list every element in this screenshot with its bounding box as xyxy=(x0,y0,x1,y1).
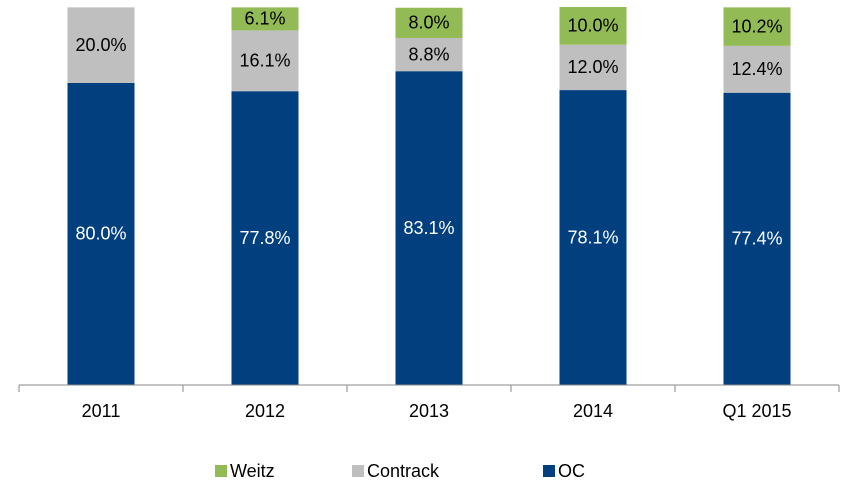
legend-label: Weitz xyxy=(230,461,275,481)
x-tick-label: 2012 xyxy=(245,401,285,421)
data-label: 83.1% xyxy=(403,218,454,238)
bar-segment xyxy=(723,45,791,93)
data-label: 6.1% xyxy=(244,9,285,29)
bar-segment xyxy=(395,37,463,72)
legend-swatch xyxy=(352,465,364,477)
bar-segment xyxy=(231,30,299,92)
bar-segment xyxy=(395,71,463,385)
data-label: 10.0% xyxy=(567,16,618,36)
data-label: 16.1% xyxy=(239,51,290,71)
bar-segment xyxy=(67,7,135,83)
bar-segment xyxy=(231,91,299,386)
bar-segment xyxy=(723,7,791,46)
x-tick-label: 2013 xyxy=(409,401,449,421)
legend-label: OC xyxy=(558,461,585,481)
bar-segment xyxy=(559,44,627,91)
x-tick-label: 2014 xyxy=(573,401,613,421)
data-label: 12.4% xyxy=(731,59,782,79)
data-label: 10.2% xyxy=(731,16,782,36)
legend-swatch xyxy=(543,465,555,477)
legend-swatch xyxy=(215,465,227,477)
data-label: 8.0% xyxy=(408,13,449,33)
bar-segment xyxy=(67,82,135,385)
bar-segment xyxy=(231,7,299,31)
data-label: 8.8% xyxy=(408,44,449,64)
legend-label: Contrack xyxy=(367,461,440,481)
x-tick-label: Q1 2015 xyxy=(722,401,791,421)
bar-segment xyxy=(559,90,627,386)
bar-segment xyxy=(395,7,463,38)
bar-segment xyxy=(559,7,627,45)
bar-segment xyxy=(723,92,791,386)
data-label: 78.1% xyxy=(567,227,618,247)
x-tick-label: 2011 xyxy=(82,401,121,421)
data-label: 80.0% xyxy=(75,224,126,244)
data-label: 20.0% xyxy=(75,35,126,55)
data-label: 77.4% xyxy=(731,229,782,249)
data-label: 77.8% xyxy=(239,228,290,248)
data-label: 12.0% xyxy=(567,57,618,77)
